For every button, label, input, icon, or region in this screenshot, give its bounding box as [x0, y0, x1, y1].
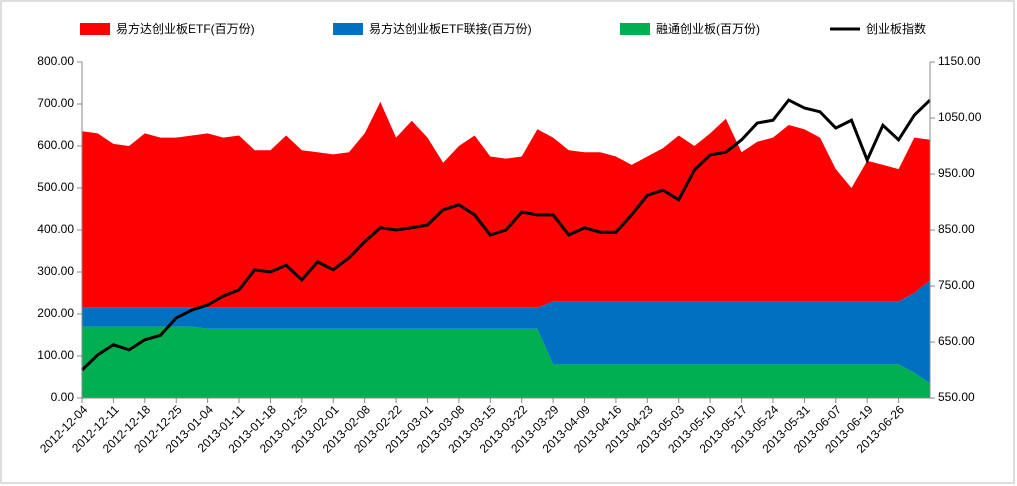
area — [82, 280, 930, 384]
legend-swatch — [620, 23, 650, 35]
y-tick-label: 300.00 — [37, 264, 74, 278]
y-tick-label: 800.00 — [37, 54, 74, 68]
y2-tick-label: 1150.00 — [938, 54, 981, 68]
area — [82, 326, 930, 398]
y-tick-label: 400.00 — [37, 222, 74, 236]
y-tick-label: 100.00 — [37, 348, 74, 362]
y2-tick-label: 750.00 — [938, 278, 975, 292]
y-tick-label: 0.00 — [51, 390, 75, 404]
y-tick-label: 700.00 — [37, 96, 74, 110]
y2-tick-label: 650.00 — [938, 334, 975, 348]
legend-label: 创业板指数 — [866, 21, 926, 36]
y-tick-label: 600.00 — [37, 138, 74, 152]
legend-label: 融通创业板(百万份) — [656, 22, 760, 36]
y2-tick-label: 850.00 — [938, 222, 975, 236]
y-tick-label: 500.00 — [37, 180, 74, 194]
legend-label: 易方达创业板ETF联接(百万份) — [369, 21, 532, 36]
legend-swatch — [333, 23, 363, 35]
line — [80, 98, 932, 372]
legend-label: 易方达创业板ETF(百万份) — [116, 21, 255, 36]
y-tick-label: 200.00 — [37, 306, 74, 320]
legend-swatch — [80, 23, 110, 35]
y2-tick-label: 550.00 — [938, 390, 975, 404]
y2-tick-label: 1050.00 — [938, 110, 982, 124]
y2-tick-label: 950.00 — [938, 166, 975, 180]
